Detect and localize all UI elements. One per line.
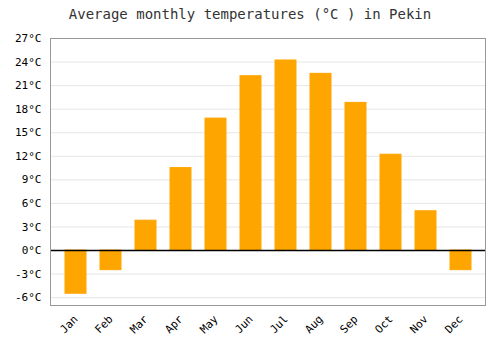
svg-text:15°C: 15°C [15, 126, 42, 139]
svg-text:27°C: 27°C [15, 32, 42, 45]
svg-text:12°C: 12°C [15, 150, 42, 163]
svg-text:Apr: Apr [162, 312, 186, 336]
svg-text:Nov: Nov [407, 312, 431, 336]
svg-text:3°C: 3°C [22, 220, 42, 233]
svg-text:Jan: Jan [57, 313, 80, 336]
svg-text:-6°C: -6°C [15, 291, 42, 304]
svg-text:9°C: 9°C [22, 173, 42, 186]
svg-text:6°C: 6°C [22, 197, 42, 210]
svg-text:Feb: Feb [92, 313, 115, 336]
svg-text:May: May [197, 312, 221, 336]
svg-text:Aug: Aug [302, 313, 325, 336]
svg-text:Jul: Jul [267, 313, 290, 336]
svg-text:0°C: 0°C [22, 244, 42, 257]
svg-text:Dec: Dec [442, 313, 465, 336]
svg-text:Oct: Oct [372, 313, 395, 336]
html-text:Average monthly temperatures (: Average monthly temperatures (°C ) in Pe… [68, 6, 432, 22]
svg-text:-3°C: -3°C [15, 268, 42, 281]
svg-text:24°C: 24°C [15, 56, 42, 69]
svg-text:18°C: 18°C [15, 103, 42, 116]
svg-text:Jun: Jun [232, 313, 255, 336]
svg-text:21°C: 21°C [15, 79, 42, 92]
svg-text:Mar: Mar [127, 312, 151, 336]
svg-text:Sep: Sep [337, 313, 360, 336]
